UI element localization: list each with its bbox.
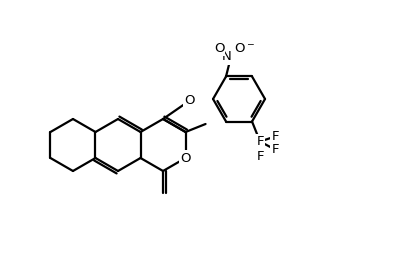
Text: F: F <box>256 150 264 163</box>
Text: O: O <box>184 94 194 108</box>
Text: N$^+$: N$^+$ <box>221 49 241 64</box>
Text: F: F <box>271 130 279 143</box>
Text: O: O <box>180 151 191 165</box>
Text: F: F <box>256 135 264 148</box>
Text: O$^-$: O$^-$ <box>235 42 255 55</box>
Text: O: O <box>214 42 224 55</box>
Text: F: F <box>271 143 279 156</box>
